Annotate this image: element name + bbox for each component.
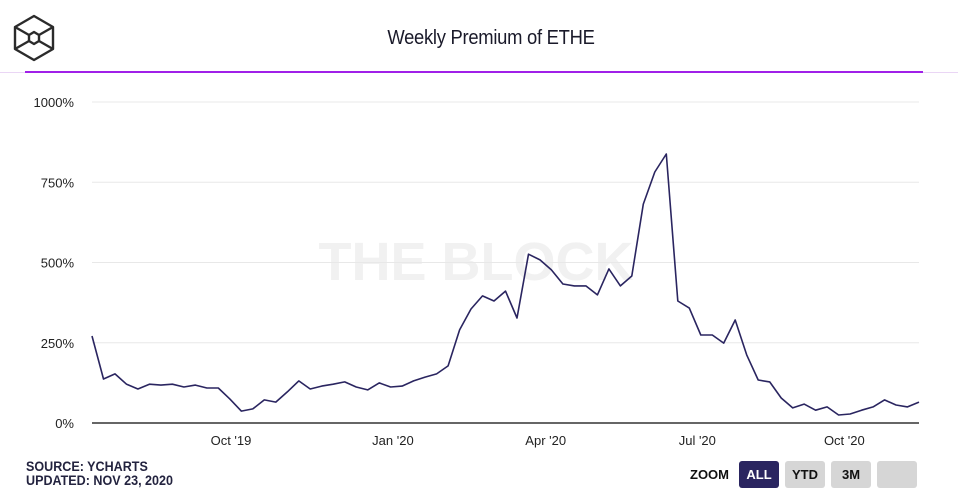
x-tick-label: Apr '20 bbox=[525, 433, 566, 448]
zoom-controls: ZOOM ALL YTD 3M bbox=[690, 461, 917, 488]
x-tick-label: Oct '19 bbox=[211, 433, 252, 448]
x-tick-label: Jul '20 bbox=[679, 433, 716, 448]
header-divider bbox=[25, 71, 923, 73]
zoom-ytd-button[interactable]: YTD bbox=[785, 461, 825, 488]
x-tick-label: Oct '20 bbox=[824, 433, 865, 448]
chart-title: Weekly Premium of ETHE bbox=[387, 27, 595, 49]
zoom-label: ZOOM bbox=[690, 467, 729, 482]
x-tick-label: Jan '20 bbox=[372, 433, 414, 448]
y-tick-label: 1000% bbox=[34, 95, 75, 110]
footer-source: SOURCE: YCHARTS UPDATED: NOV 23, 2020 bbox=[26, 460, 173, 488]
zoom-3m-button[interactable]: 3M bbox=[831, 461, 871, 488]
y-tick-label: 750% bbox=[41, 175, 75, 190]
source-text: SOURCE: YCHARTS bbox=[26, 459, 148, 474]
updated-text: UPDATED: NOV 23, 2020 bbox=[26, 473, 173, 488]
y-tick-label: 500% bbox=[41, 256, 75, 271]
y-tick-label: 0% bbox=[55, 416, 74, 431]
zoom-all-button[interactable]: ALL bbox=[739, 461, 779, 488]
y-tick-label: 250% bbox=[41, 336, 75, 351]
the-block-logo bbox=[13, 14, 55, 62]
zoom-blank-button[interactable] bbox=[877, 461, 917, 488]
series-line-weekly-premium bbox=[91, 153, 920, 416]
